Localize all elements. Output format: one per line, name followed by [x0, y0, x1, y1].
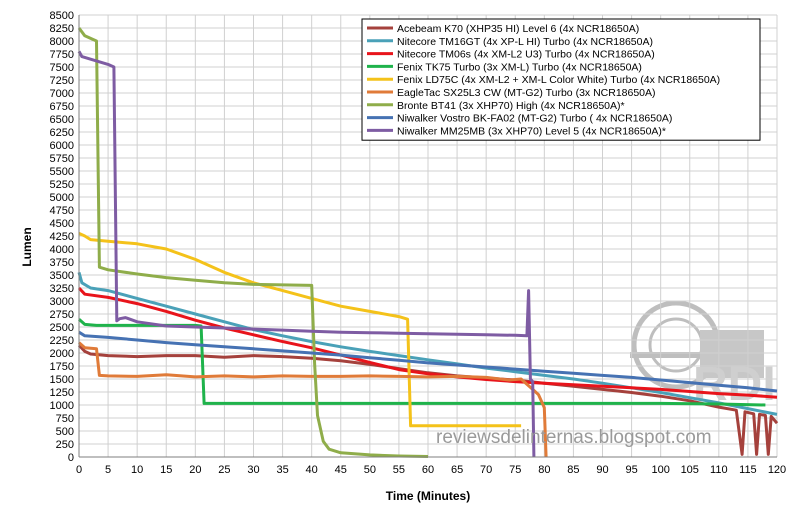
- y-tick-label: 5000: [50, 192, 74, 204]
- legend-entry: Acebeam K70 (XHP35 HI) Level 6 (4x NCR18…: [397, 23, 639, 35]
- y-tick-label: 4750: [50, 205, 74, 217]
- x-tick-label: 115: [739, 464, 757, 476]
- y-tick-label: 2500: [50, 322, 74, 334]
- y-tick-label: 1250: [50, 387, 74, 399]
- legend-entry: Fenix TK75 Turbo (3x XM-L) Turbo (4x NCR…: [397, 61, 642, 73]
- y-tick-label: 2750: [50, 309, 74, 321]
- y-tick-label: 7500: [50, 62, 74, 74]
- y-tick-label: 0: [68, 452, 74, 464]
- x-tick-label: 65: [451, 464, 463, 476]
- y-tick-label: 5500: [50, 166, 74, 178]
- x-tick-label: 90: [596, 464, 608, 476]
- legend-entry: EagleTac SX25L3 CW (MT-G2) Turbo (3x NCR…: [397, 87, 656, 99]
- x-tick-label: 85: [567, 464, 579, 476]
- legend-entry: Fenix LD75C (4x XM-L2 + XM-L Color White…: [397, 74, 720, 86]
- legend-entry: Nitecore TM06s (4x XM-L2 U3) Turbo (4x N…: [397, 49, 655, 61]
- y-tick-label: 2250: [50, 335, 74, 347]
- series-line-3: [77, 286, 778, 399]
- y-tick-label: 6000: [50, 140, 74, 152]
- legend-entry: Niwalker MM25MB (3x XHP70) Level 5 (4x N…: [397, 125, 666, 137]
- legend: Acebeam K70 (XHP35 HI) Level 6 (4x NCR18…: [361, 18, 761, 141]
- y-tick-label: 7000: [50, 88, 74, 100]
- watermark-text: reviewsdelinternas.blogspot.com: [436, 427, 712, 448]
- y-tick-label: 4000: [50, 244, 74, 256]
- x-tick-label: 80: [538, 464, 550, 476]
- y-tick-label: 5750: [50, 153, 74, 165]
- x-tick-label: 70: [480, 464, 492, 476]
- series-line-6: [77, 341, 548, 458]
- y-tick-label: 3000: [50, 296, 74, 308]
- x-tick-label: 105: [681, 464, 699, 476]
- legend-entry: Nitecore TM16GT (4x XP-L HI) Turbo (4x N…: [397, 36, 653, 48]
- x-tick-label: 10: [131, 464, 143, 476]
- y-tick-label: 6750: [50, 101, 74, 113]
- y-tick-label: 1750: [50, 361, 74, 373]
- axes: 0250500750100012501500175020002250250027…: [50, 10, 787, 476]
- y-tick-label: 4250: [50, 231, 74, 243]
- x-tick-label: 25: [218, 464, 230, 476]
- y-tick-label: 3750: [50, 257, 74, 269]
- y-tick-label: 1000: [50, 400, 74, 412]
- y-tick-label: 8000: [50, 36, 74, 48]
- y-tick-label: 5250: [50, 179, 74, 191]
- x-tick-label: 120: [768, 464, 786, 476]
- series-line-4: [77, 318, 766, 407]
- y-tick-label: 3250: [50, 283, 74, 295]
- legend-entry: Niwalker Vostro BK-FA02 (MT-G2) Turbo ( …: [397, 113, 672, 125]
- y-tick-label: 4500: [50, 218, 74, 230]
- y-tick-label: 7750: [50, 49, 74, 61]
- x-tick-label: 20: [189, 464, 201, 476]
- series-line-7: [77, 27, 429, 458]
- y-tick-label: 8500: [50, 10, 74, 22]
- x-tick-label: 95: [625, 464, 637, 476]
- x-tick-label: 45: [335, 464, 347, 476]
- y-tick-label: 6500: [50, 114, 74, 126]
- x-tick-label: 110: [710, 464, 728, 476]
- y-tick-label: 7250: [50, 75, 74, 87]
- series-lines: [77, 27, 779, 458]
- x-tick-label: 100: [651, 464, 669, 476]
- series-line-2: [77, 271, 778, 416]
- y-tick-label: 1500: [50, 374, 74, 386]
- series-line-9: [77, 50, 536, 458]
- y-tick-label: 500: [56, 426, 74, 438]
- x-tick-label: 5: [105, 464, 111, 476]
- x-tick-label: 35: [276, 464, 288, 476]
- y-tick-label: 250: [56, 439, 74, 451]
- x-tick-label: 40: [306, 464, 318, 476]
- y-tick-label: 750: [56, 413, 74, 425]
- y-tick-label: 3500: [50, 270, 74, 282]
- y-axis-title: Lumen: [20, 227, 34, 266]
- x-tick-label: 30: [247, 464, 259, 476]
- x-tick-label: 60: [422, 464, 434, 476]
- x-tick-label: 0: [76, 464, 82, 476]
- y-tick-label: 6250: [50, 127, 74, 139]
- x-axis-title: Time (Minutes): [386, 489, 470, 503]
- x-tick-label: 50: [364, 464, 376, 476]
- y-tick-label: 8250: [50, 23, 74, 35]
- y-tick-label: 2000: [50, 348, 74, 360]
- series-line-8: [78, 330, 778, 393]
- legend-entry: Bronte BT41 (3x XHP70) High (4x NCR18650…: [397, 100, 625, 112]
- x-tick-label: 15: [160, 464, 172, 476]
- x-tick-label: 55: [393, 464, 405, 476]
- x-tick-label: 75: [509, 464, 521, 476]
- legend-box: [361, 18, 761, 141]
